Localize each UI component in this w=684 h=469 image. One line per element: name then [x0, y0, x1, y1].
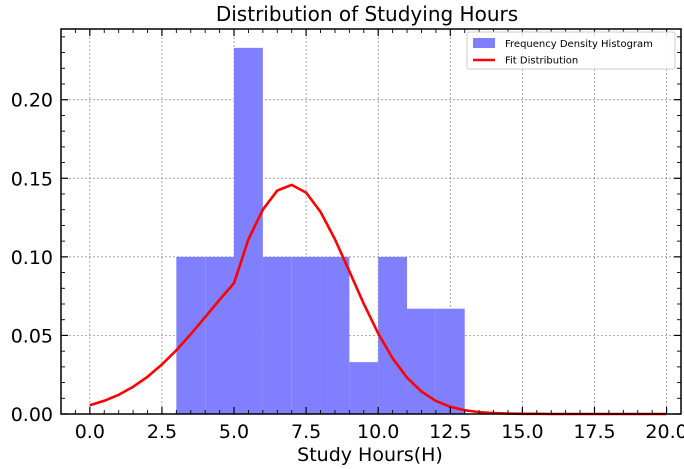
histogram-bar	[262, 256, 292, 414]
histogram-bar	[205, 256, 235, 414]
legend-box	[466, 31, 676, 70]
x-tick-labels: 0.0 2.5 5.0 7.5 10.0 12.5 15.0 17.5 20.0	[75, 421, 684, 443]
x-tick-label: 15.0	[501, 421, 543, 443]
histogram-bar	[234, 47, 263, 414]
x-tick-label: 5.0	[219, 421, 249, 443]
x-tick-label: 2.5	[147, 421, 177, 443]
x-tick-label: 7.5	[291, 421, 321, 443]
chart-title: Distribution of Studying Hours	[216, 2, 518, 26]
y-tick-label: 0.10	[11, 247, 53, 269]
histogram-bar	[291, 256, 321, 414]
y-tick-label: 0.15	[11, 168, 53, 190]
histogram-bar	[349, 362, 379, 414]
x-tick-label: 17.5	[573, 421, 615, 443]
x-tick-label: 0.0	[75, 421, 105, 443]
x-tick-label: 12.5	[429, 421, 471, 443]
legend: Frequency Density Histogram Fit Distribu…	[466, 31, 676, 70]
histogram-bar	[378, 256, 408, 414]
histogram-bars	[176, 47, 465, 414]
x-axis-label: Study Hours(H)	[297, 444, 443, 466]
y-tick-label: 0.05	[11, 325, 53, 347]
x-tick-label: 10.0	[357, 421, 399, 443]
y-tick-labels: 0.00 0.05 0.10 0.15 0.20	[11, 90, 53, 426]
x-tick-label: 20.0	[645, 421, 684, 443]
legend-fit-label: Fit Distribution	[505, 56, 578, 67]
histogram-bar	[320, 256, 350, 414]
legend-histogram-swatch	[473, 38, 495, 48]
histogram-bar	[435, 308, 465, 414]
y-tick-label: 0.20	[11, 90, 53, 112]
plot-frame	[60, 28, 682, 415]
y-tick-label: 0.00	[11, 404, 53, 426]
legend-histogram-label: Frequency Density Histogram	[505, 39, 653, 50]
